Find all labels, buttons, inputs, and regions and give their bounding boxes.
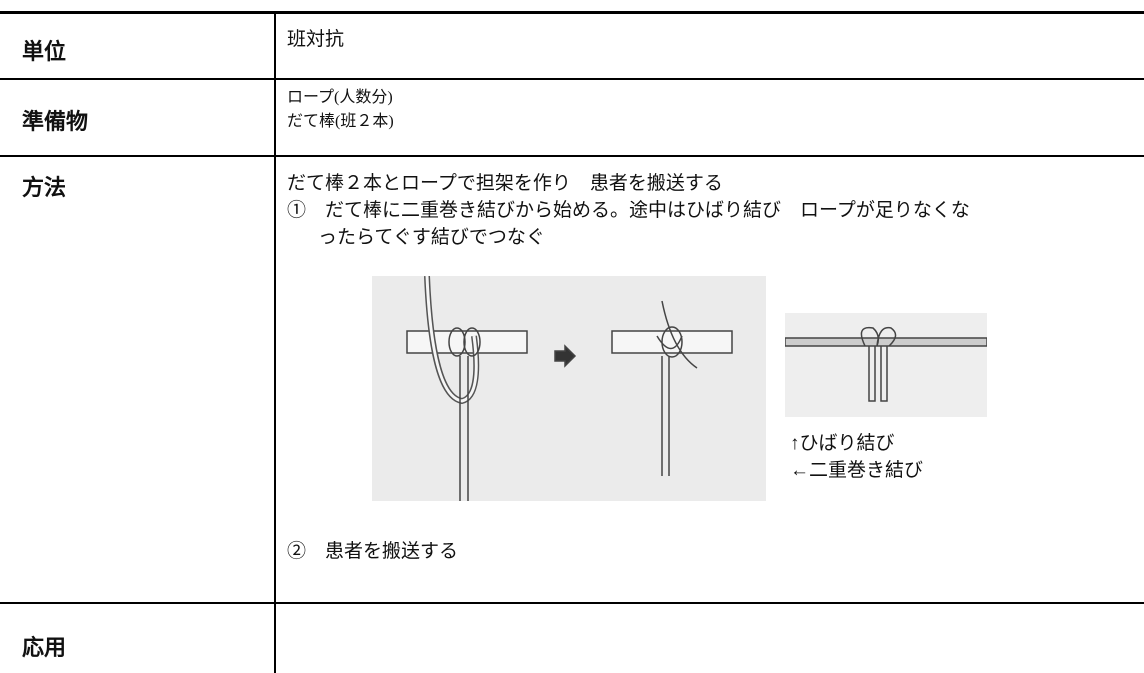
row-label: 応用	[22, 636, 67, 661]
rule	[0, 602, 1144, 604]
knot-illustration	[372, 276, 766, 501]
column-rule	[274, 12, 276, 673]
cell-text: だて棒２本とロープで担架を作り 患者を搬送する	[287, 173, 723, 194]
rule	[0, 78, 1144, 80]
row-label: 方法	[22, 176, 67, 201]
cell-text: ロープ(人数分)	[287, 89, 393, 106]
rule	[0, 155, 1144, 157]
cell-text: ったらてぐす結びでつなぐ	[318, 227, 545, 248]
knot-illustration	[785, 313, 987, 417]
caption: ←二重巻き結び	[790, 460, 924, 481]
cell-text: ① だて棒に二重巻き結びから始める。途中はひばり結び ロープが足りなくな	[287, 200, 970, 221]
caption: ↑ひばり結び	[790, 433, 895, 454]
row-label: 単位	[22, 40, 67, 65]
cell-text: だて棒(班２本)	[287, 113, 394, 130]
rule	[0, 11, 1144, 14]
cell-text: 班対抗	[287, 29, 345, 50]
cell-text: ② 患者を搬送する	[287, 541, 459, 562]
row-label: 準備物	[22, 110, 89, 135]
